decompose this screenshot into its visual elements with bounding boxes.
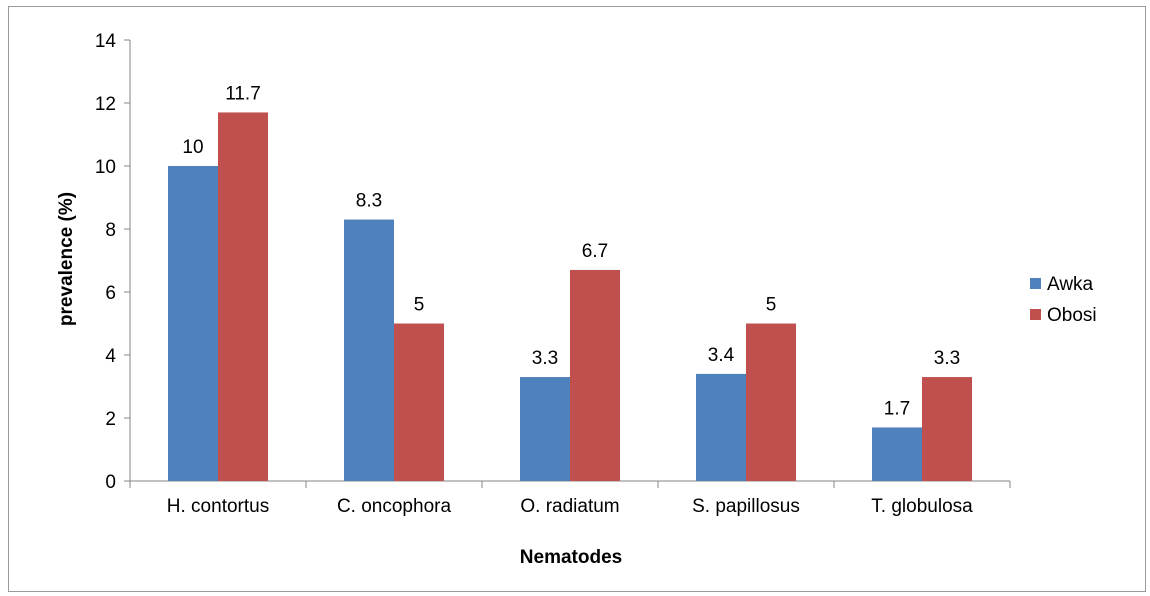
y-tick-label: 2: [105, 409, 116, 430]
bar-awka: [872, 427, 922, 481]
y-tick-label: 0: [105, 472, 116, 493]
x-axis-title: Nematodes: [520, 547, 622, 568]
data-label: 5: [766, 295, 777, 316]
x-tick-label: S. papillosus: [692, 496, 800, 517]
legend-swatch: [1030, 309, 1041, 320]
axes: 0 2 4 6 8 10 12 14 H. contortus C. oncophora O. ra…: [95, 31, 1011, 517]
data-label: 3.3: [532, 348, 558, 369]
bar-obosi: [394, 323, 444, 481]
bar-awka: [344, 219, 394, 482]
bar-obosi: [922, 377, 972, 481]
data-label: 3.4: [708, 345, 735, 366]
bar-awka: [168, 166, 218, 481]
legend-swatch: [1030, 278, 1041, 289]
legend: Awka Obosi: [1030, 274, 1097, 326]
y-axis-title: prevalence (%): [56, 192, 77, 326]
data-label: 10: [182, 137, 203, 158]
data-label: 11.7: [225, 83, 261, 104]
legend-label: Obosi: [1047, 305, 1097, 326]
data-labels: 10 8.3 3.3 3.4 1.7 11.7 5 6.7 5 3.3: [182, 83, 960, 419]
bar-awka: [696, 373, 746, 481]
bar-obosi: [570, 269, 620, 481]
x-tick-label: H. contortus: [167, 496, 269, 517]
data-label: 5: [414, 295, 425, 316]
y-tick-label: 12: [95, 94, 116, 115]
data-label: 8.3: [356, 191, 382, 212]
x-tick-label: O. radiatum: [520, 496, 619, 517]
data-label: 3.3: [934, 348, 960, 369]
y-tick-label: 14: [95, 31, 117, 52]
y-tick-label: 8: [105, 220, 116, 241]
y-tick-label: 10: [95, 157, 116, 178]
legend-label: Awka: [1047, 274, 1094, 295]
y-tick-label: 4: [105, 346, 116, 367]
x-tick-label: T. globulosa: [871, 496, 973, 517]
y-tick-label: 6: [105, 283, 116, 304]
bar-obosi: [746, 323, 796, 481]
x-tick-label: C. oncophora: [337, 496, 452, 517]
data-label: 1.7: [884, 398, 910, 419]
bar-obosi: [218, 112, 268, 481]
bars: [168, 112, 972, 482]
data-label: 6.7: [582, 241, 608, 262]
bar-awka: [520, 377, 570, 481]
